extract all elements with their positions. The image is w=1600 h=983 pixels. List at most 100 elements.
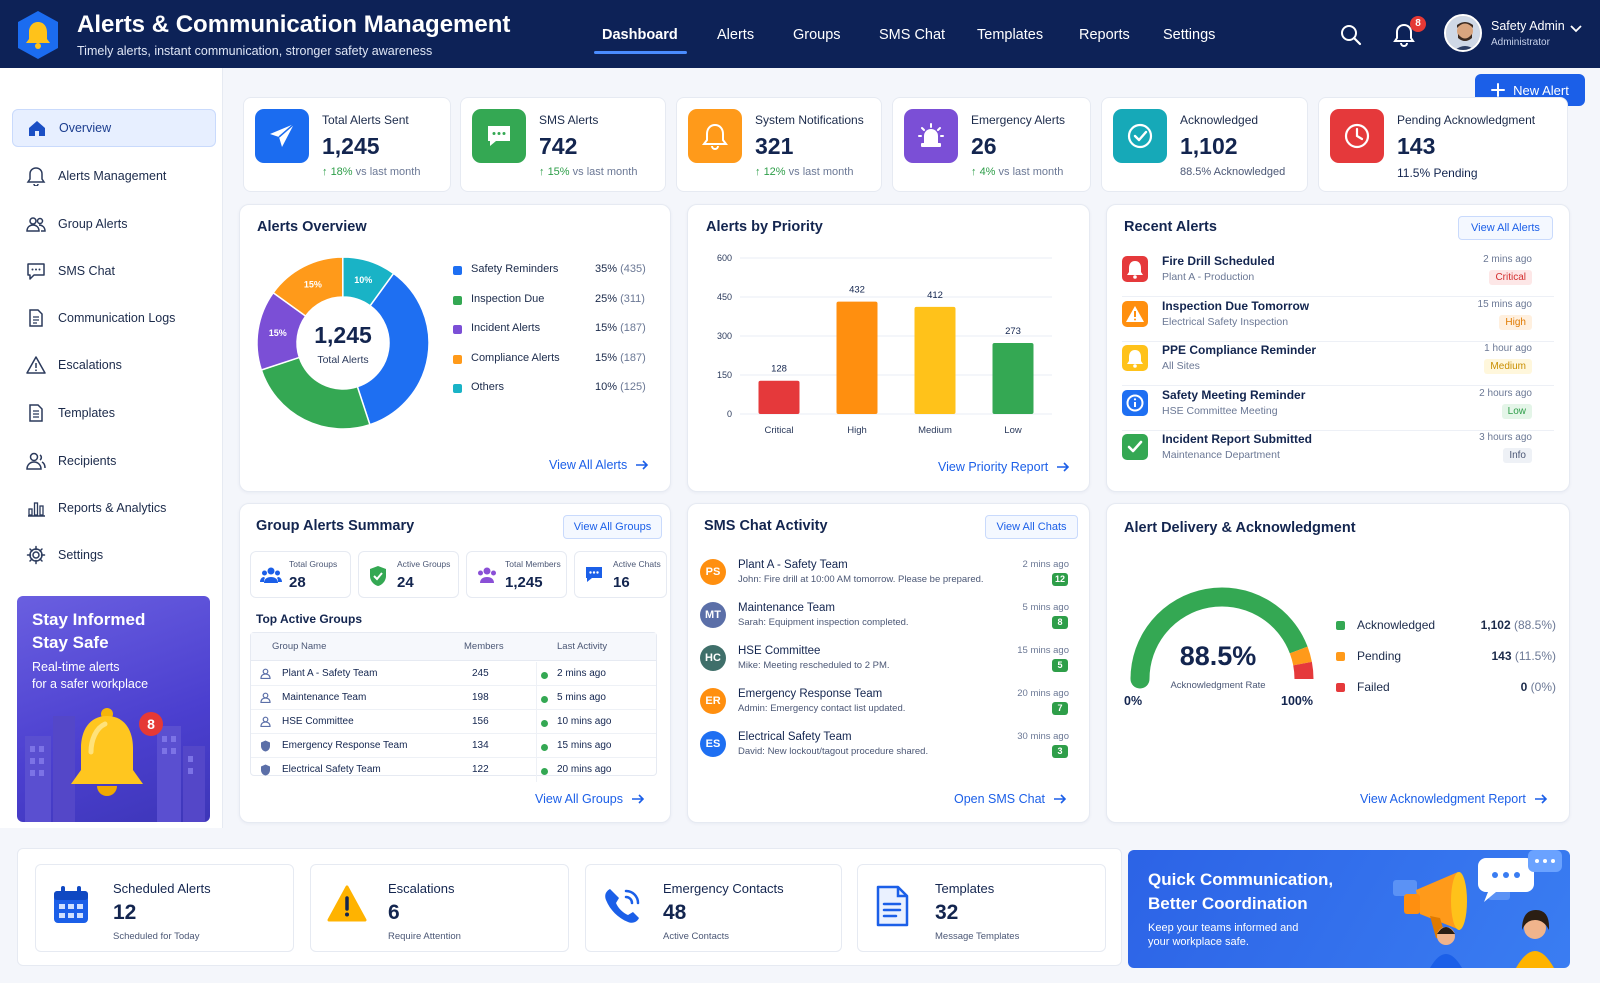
stat-system-notifications[interactable]: System Notifications 321 ↑ 12% vs last m…	[676, 97, 882, 192]
legend-swatch	[453, 295, 462, 305]
escalations-card[interactable]: Escalations 6 Require Attention	[310, 864, 569, 952]
stat-total-alerts-sent[interactable]: Total Alerts Sent 1,245 ↑ 18% vs last mo…	[243, 97, 451, 192]
nav-dashboard[interactable]: Dashboard	[602, 27, 678, 43]
gear-icon	[26, 545, 46, 565]
sidebar-item-recipients[interactable]: Recipients	[12, 442, 216, 480]
sidebar-item-escalations[interactable]: Escalations	[12, 346, 216, 384]
view-acknowledgment-report-link[interactable]: View Acknowledgment Report	[1360, 792, 1548, 806]
view-all-groups-button[interactable]: View All Groups	[563, 515, 662, 539]
user-name[interactable]: Safety Admin	[1491, 19, 1565, 33]
promo-text1: Real-time alerts	[32, 660, 120, 674]
quick-communication-banner: Quick Communication, Better Coordination…	[1128, 850, 1570, 968]
bar-high[interactable]	[836, 301, 878, 414]
stat-sms-alerts[interactable]: SMS Alerts 742 ↑ 15% vs last month	[460, 97, 666, 192]
column-header: Group Name	[272, 641, 327, 652]
sidebar-item-templates[interactable]: Templates	[12, 394, 216, 432]
stat-acknowledged[interactable]: Acknowledged 1,102 88.5% Acknowledged	[1101, 97, 1308, 192]
notification-bell-icon[interactable]	[1392, 22, 1416, 48]
table-row[interactable]: Electrical Safety Team 122 20 mins ago	[251, 758, 656, 782]
legend-item-inspection-due[interactable]: Inspection Due 25% (311)	[453, 293, 653, 307]
legend-item-compliance-alerts[interactable]: Compliance Alerts 15% (187)	[453, 352, 653, 366]
scheduled-alerts-card[interactable]: Scheduled Alerts 12 Scheduled for Today	[35, 864, 294, 952]
delivery-legend-item: Pending 143 (11.5%)	[1336, 649, 1556, 665]
legend-count: (187)	[620, 322, 646, 334]
table-row[interactable]: Emergency Response Team 134 15 mins ago	[251, 734, 656, 758]
group-stat-total-members: Total Members 1,245	[466, 551, 567, 598]
chat-avatar: ER	[700, 688, 726, 714]
recent-alert-time: 15 mins ago	[1477, 298, 1532, 310]
status-dot-icon	[541, 744, 548, 751]
nav-groups[interactable]: Groups	[793, 27, 841, 43]
donut-slice[interactable]	[342, 256, 395, 307]
alarm-bell-icon	[1122, 256, 1148, 282]
view-priority-report-link[interactable]: View Priority Report	[938, 460, 1070, 474]
group-stat-value: 28	[289, 574, 306, 591]
view-all-alerts-button[interactable]: View All Alerts	[1458, 216, 1553, 240]
sms-chat-item[interactable]: HC HSE Committee Mike: Meeting rescheduled…	[700, 643, 1078, 687]
search-icon[interactable]	[1340, 24, 1362, 46]
sidebar-item-overview[interactable]: Overview	[12, 109, 216, 147]
sidebar-item-group-alerts[interactable]: Group Alerts	[12, 205, 216, 243]
recent-alert-item[interactable]: Safety Meeting Reminder HSE Committee Mee…	[1122, 386, 1554, 431]
stat-delta: ↑ 4% vs last month	[971, 166, 1064, 178]
x-tick-label: Critical	[764, 425, 793, 436]
recent-alert-item[interactable]: Incident Report Submitted Maintenance Dep…	[1122, 430, 1554, 475]
users-icon	[260, 567, 282, 583]
table-row[interactable]: HSE Committee 156 10 mins ago	[251, 710, 656, 734]
sms-icon	[472, 109, 526, 163]
legend-item-incident-alerts[interactable]: Incident Alerts 15% (187)	[453, 322, 653, 336]
gauge-max-label: 100%	[1281, 694, 1313, 708]
emergency-contacts-card[interactable]: Emergency Contacts 48 Active Contacts	[585, 864, 842, 952]
table-row[interactable]: Maintenance Team 198 5 mins ago	[251, 686, 656, 710]
donut-slice[interactable]	[260, 356, 371, 430]
nav-settings[interactable]: Settings	[1163, 27, 1216, 43]
bar-medium[interactable]	[914, 306, 956, 414]
user-avatar[interactable]	[1444, 14, 1482, 52]
view-all-alerts-link[interactable]: View All Alerts	[549, 458, 649, 472]
sidebar-item-label: SMS Chat	[58, 264, 115, 278]
view-all-groups-link[interactable]: View All Groups	[535, 792, 645, 806]
delivery-legend-item: Failed 0 (0%)	[1336, 680, 1556, 696]
sidebar-item-sms-chat[interactable]: SMS Chat	[12, 252, 216, 290]
open-sms-chat-link[interactable]: Open SMS Chat	[954, 792, 1067, 806]
recent-alert-item[interactable]: Inspection Due Tomorrow Electrical Safety…	[1122, 297, 1554, 342]
unread-count-badge: 8	[1052, 616, 1068, 629]
chat-message: Sarah: Equipment inspection completed.	[738, 617, 909, 628]
nav-sms-chat[interactable]: SMS Chat	[879, 27, 946, 43]
sidebar-item-settings[interactable]: Settings	[12, 536, 216, 574]
legend-item-others[interactable]: Others 10% (125)	[453, 381, 653, 395]
legend-item-safety-reminders[interactable]: Safety Reminders 35% (435)	[453, 263, 653, 277]
donut-slice[interactable]	[356, 272, 430, 426]
sms-chat-item[interactable]: ES Electrical Safety Team David: New locko…	[700, 729, 1078, 773]
nav-alerts[interactable]: Alerts	[717, 27, 755, 43]
stat-emergency-alerts[interactable]: Emergency Alerts 26 ↑ 4% vs last month	[892, 97, 1091, 192]
recent-alert-item[interactable]: Fire Drill Scheduled Plant A - Production…	[1122, 252, 1554, 297]
legend-percent: (88.5%)	[1513, 618, 1556, 632]
sidebar-item-label: Communication Logs	[58, 311, 176, 325]
templates-card[interactable]: Templates 32 Message Templates	[857, 864, 1106, 952]
sidebar-item-communication-logs[interactable]: Communication Logs	[12, 299, 216, 337]
stat-label: Emergency Alerts	[971, 113, 1066, 127]
unread-count-badge: 5	[1052, 659, 1068, 672]
table-row[interactable]: Plant A - Safety Team 245 2 mins ago	[251, 662, 656, 686]
sidebar-item-reports-analytics[interactable]: Reports & Analytics	[12, 489, 216, 527]
sms-chat-item[interactable]: PS Plant A - Safety Team John: Fire drill …	[700, 557, 1078, 601]
recent-alert-item[interactable]: PPE Compliance Reminder All Sites 1 hour a…	[1122, 341, 1554, 386]
stat-pending-acknowledgment[interactable]: Pending Acknowledgment 143 11.5% Pending	[1318, 97, 1568, 192]
promo-line1: Stay Informed	[32, 610, 146, 629]
recent-alert-time: 2 mins ago	[1483, 254, 1532, 265]
chevron-down-icon[interactable]	[1570, 24, 1582, 34]
group-members: 134	[472, 740, 489, 751]
bar-critical[interactable]	[758, 380, 800, 414]
nav-reports[interactable]: Reports	[1079, 27, 1130, 43]
calendar-icon	[54, 886, 88, 923]
group-stat-label: Active Groups	[397, 559, 451, 569]
banner-line2: Better Coordination	[1148, 894, 1308, 913]
sms-chat-item[interactable]: MT Maintenance Team Sarah: Equipment inspe…	[700, 600, 1078, 644]
sidebar-item-alerts-management[interactable]: Alerts Management	[12, 157, 216, 195]
nav-templates[interactable]: Templates	[977, 27, 1044, 43]
sms-chat-item[interactable]: ER Emergency Response Team Admin: Emergenc…	[700, 686, 1078, 730]
view-all-chats-button[interactable]: View All Chats	[985, 515, 1078, 539]
legend-pct: 15%	[595, 322, 618, 334]
bar-low[interactable]	[992, 343, 1034, 414]
